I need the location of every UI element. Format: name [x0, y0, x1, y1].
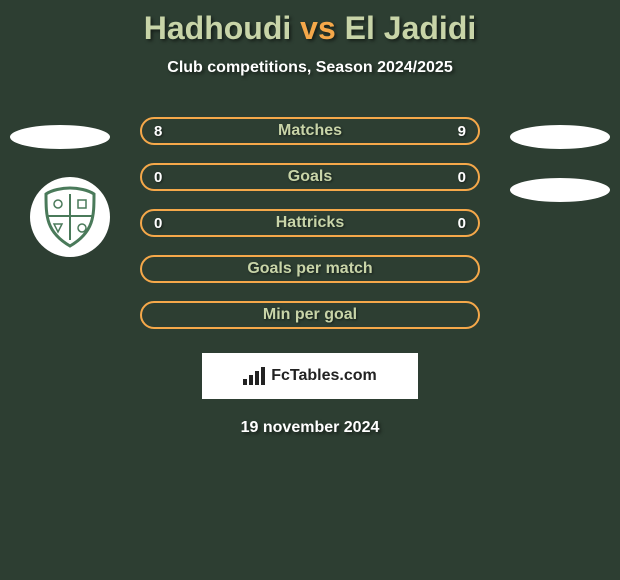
stat-label: Min per goal	[263, 306, 357, 324]
watermark: FcTables.com	[202, 353, 418, 399]
player2-name: El Jadidi	[345, 10, 477, 46]
watermark-text: FcTables.com	[271, 367, 377, 385]
vs-separator: vs	[300, 10, 336, 46]
stat-row: Matches 8 9	[140, 117, 480, 145]
ellipse-decor-2	[510, 125, 610, 149]
club-crest	[30, 177, 110, 257]
comparison-title: Hadhoudi vs El Jadidi	[0, 0, 620, 47]
ellipse-decor-3	[510, 178, 610, 202]
stat-value-right: 0	[458, 215, 466, 232]
stat-row: Goals 0 0	[140, 163, 480, 191]
stat-row: Min per goal	[140, 301, 480, 329]
date: 19 november 2024	[0, 419, 620, 437]
stat-row: Goals per match	[140, 255, 480, 283]
bars-icon	[243, 367, 265, 385]
stat-value-left: 8	[154, 123, 162, 140]
stat-value-right: 0	[458, 169, 466, 186]
stat-value-right: 9	[458, 123, 466, 140]
stat-label: Goals	[288, 168, 332, 186]
stat-value-left: 0	[154, 169, 162, 186]
player1-name: Hadhoudi	[144, 10, 292, 46]
stat-row: Hattricks 0 0	[140, 209, 480, 237]
ellipse-decor-1	[10, 125, 110, 149]
shield-icon	[42, 186, 98, 248]
stat-label: Matches	[278, 122, 342, 140]
stat-label: Hattricks	[276, 214, 344, 232]
stat-label: Goals per match	[247, 260, 372, 278]
subtitle: Club competitions, Season 2024/2025	[0, 59, 620, 77]
stat-value-left: 0	[154, 215, 162, 232]
